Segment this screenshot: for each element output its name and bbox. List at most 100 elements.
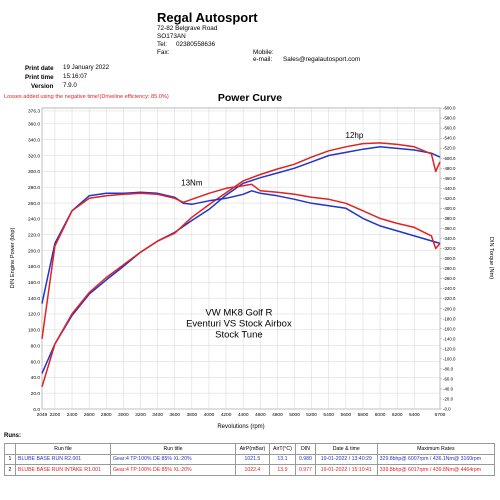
series xyxy=(41,142,441,388)
y-tick-label-right: -580.0 xyxy=(443,116,456,121)
col-datetime: Date & time xyxy=(314,443,378,455)
y-tick-label-right: -600.0 xyxy=(443,106,456,111)
grid xyxy=(41,108,441,410)
y-tick-label-right: -480.0 xyxy=(443,166,456,171)
y-tick-label-right: -520.0 xyxy=(443,146,456,151)
x-tick-label: 2600 xyxy=(84,412,95,418)
runs-header-row: Run file Run title AirP(mBar) AirT(°C) D… xyxy=(4,443,496,455)
y-tick-label-right: -220.0 xyxy=(443,296,456,301)
x-tick-label: 3800 xyxy=(187,412,198,418)
airt-value: 13.9 xyxy=(268,464,297,476)
x-tick-label: 4000 xyxy=(204,412,215,418)
print-date-value: 19 January 2022 xyxy=(63,64,110,71)
run-title: Gear:4 TP:100% DE:85% XL:20% xyxy=(110,453,236,465)
y-tick-label-right: -200.0 xyxy=(443,306,456,311)
y-tick-label-right: -60.0 xyxy=(443,377,454,382)
fax-label: Fax: xyxy=(157,49,170,56)
email-label: e-mail: xyxy=(253,56,273,63)
address-line-1: 72-82 Belgrave Road xyxy=(157,25,218,32)
airt-value: 13.1 xyxy=(268,453,297,465)
y-tick-label-left: 20.0 xyxy=(31,391,41,397)
x-tick-label: 5000 xyxy=(289,412,300,418)
y-tick-label-right: -360.0 xyxy=(443,226,456,231)
x-tick-label: 5800 xyxy=(358,412,369,418)
table-row: 1 BLUBE BASE RUN R2.001 Gear:4 TP:100% D… xyxy=(4,453,496,465)
y-tick-label-right: -540.0 xyxy=(443,136,456,141)
col-index xyxy=(4,443,16,455)
col-run-title: Run title xyxy=(110,443,236,455)
y-tick-label-right: -0.0 xyxy=(443,407,451,412)
tel-label: Tel: xyxy=(157,41,167,48)
y-tick-label-right: -300.0 xyxy=(443,256,456,261)
series-line-nm xyxy=(41,183,441,339)
x-tick-label: 5600 xyxy=(341,412,352,418)
x-tick-label: 2400 xyxy=(67,412,78,418)
y-axis-label-left: DIN Engine Power (bhp) xyxy=(10,228,16,289)
y-tick-label-right: -20.0 xyxy=(443,397,454,402)
y-tick-label-right: -380.0 xyxy=(443,216,456,221)
x-tick-label: 4800 xyxy=(272,412,283,418)
y-tick-label-left: 160.0 xyxy=(28,280,40,286)
chart-annotation: VW MK8 Golf R xyxy=(205,308,272,319)
y-tick-label-left: 200.0 xyxy=(28,248,40,254)
max-rates-value: 339.8bhp@ 6017rpm / 439.8Nm@ 4464rpm xyxy=(376,464,496,476)
x-tick-label: 3600 xyxy=(169,412,180,418)
run-title: Gear:4 TP:100% DE:85% XL:20% xyxy=(110,464,236,476)
y-tick-label-left: 360.0 xyxy=(28,122,40,128)
run-file: BLUBE BASE RUN INTAKE R1.001 xyxy=(15,464,111,476)
x-tick-label: 6400 xyxy=(409,412,420,418)
y-tick-label-left: 0.0 xyxy=(33,407,40,413)
row-index: 1 xyxy=(4,453,16,465)
x-tick-label: 2049 xyxy=(37,412,48,418)
series-line-bhp xyxy=(41,146,441,374)
y-tick-label-right: -460.0 xyxy=(443,176,456,181)
y-tick-label-left: 220.0 xyxy=(28,233,40,239)
x-tick-label: 6000 xyxy=(375,412,386,418)
x-tick-label: 2800 xyxy=(101,412,112,418)
datetime-value: 19-01-2022 / 15:10:41 xyxy=(314,464,378,476)
plot-background xyxy=(41,107,441,410)
y-tick-label-left: 40.0 xyxy=(31,375,41,381)
airp-value: 1022.4 xyxy=(235,464,270,476)
col-max-rates: Maximum Rates xyxy=(376,443,496,455)
mobile-label: Mobile: xyxy=(253,49,274,56)
chart-annotation: 12hp xyxy=(346,131,364,140)
y-tick-label-left: 260.0 xyxy=(28,201,40,207)
x-tick-label: 5400 xyxy=(323,412,334,418)
print-time-value: 15:16:07 xyxy=(63,73,88,80)
series-line-nm xyxy=(41,190,441,304)
x-tick-label: 6200 xyxy=(392,412,403,418)
col-run-file: Run file xyxy=(15,443,111,455)
y-tick-label-right: -320.0 xyxy=(443,246,456,251)
y-tick-label-left: 320.0 xyxy=(28,153,40,159)
x-tick-label: 4200 xyxy=(221,412,232,418)
runs-label: Runs: xyxy=(4,433,21,439)
x-tick-label: 3000 xyxy=(118,412,129,418)
x-tick-label: 2200 xyxy=(50,412,61,418)
chart-annotation: Eventuri VS Stock Airbox xyxy=(186,319,292,330)
tel-value: 02380558636 xyxy=(176,41,216,48)
x-tick-label: 4400 xyxy=(238,412,249,418)
airp-value: 1021.5 xyxy=(235,453,270,465)
series-line-bhp xyxy=(41,142,441,388)
y-tick-label-right: -260.0 xyxy=(443,276,456,281)
print-date-label: Print date xyxy=(25,65,54,72)
company-name: Regal Autosport xyxy=(157,10,258,25)
y-tick-label-right: -160.0 xyxy=(443,326,456,331)
run-file: BLUBE BASE RUN R2.001 xyxy=(15,453,111,465)
y-tick-label-right: -120.0 xyxy=(443,346,456,351)
runs-table: Run file Run title AirP(mBar) AirT(°C) D… xyxy=(4,443,496,476)
y-tick-label-left: 340.0 xyxy=(28,137,40,143)
y-tick-label-right: -420.0 xyxy=(443,196,456,201)
x-tick-label: 3400 xyxy=(152,412,163,418)
y-axis-label-right: DIN Torque (Nm) xyxy=(488,237,494,279)
x-tick-label: 4600 xyxy=(255,412,266,418)
chart-annotation: Stock Tune xyxy=(215,330,263,341)
din-value: 0.980 xyxy=(295,453,316,465)
address-line-2: SO173AN xyxy=(157,33,186,40)
chart-annotation: 13Nm xyxy=(181,179,203,188)
y-tick-label-left: 180.0 xyxy=(28,264,40,270)
axis-ticks: 2049 2200 2400 2600 2800 3000 3200 3400 3600 3800… xyxy=(28,106,456,418)
y-tick-label-right: -440.0 xyxy=(443,186,456,191)
